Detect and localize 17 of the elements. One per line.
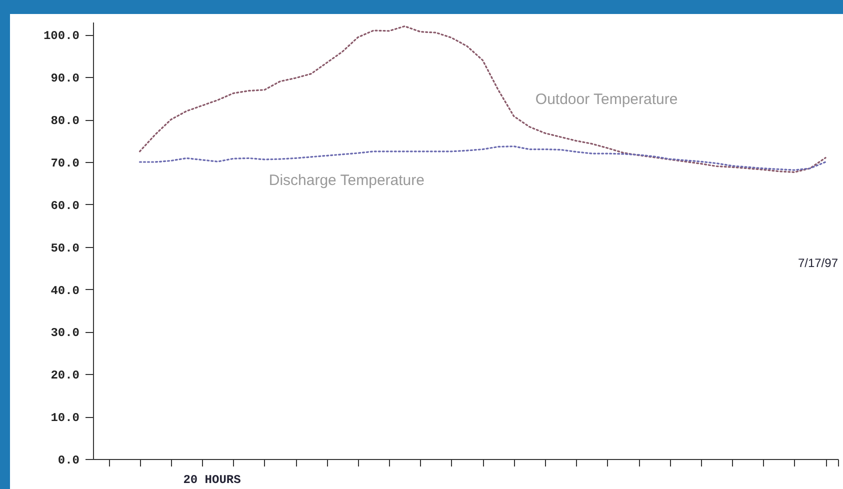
y-tick-label: 50.0 [50,241,80,256]
line-series [138,25,826,173]
y-tick-label: 40.0 [50,284,80,298]
annotation: 7/17/97 [798,256,838,270]
y-tick-label: 20.0 [50,368,80,383]
y-tick-label: 10.0 [50,411,80,426]
y-tick-label: 80.0 [50,114,80,128]
y-tick-label: 0.0 [58,454,80,468]
text: 20 HOURS [183,473,241,487]
y-tick-label: 30.0 [50,326,80,340]
series-label: Outdoor Temperature [535,90,678,108]
y-tick-label: 100.0 [43,29,80,44]
line-series [138,146,826,171]
y-tick-label: 70.0 [50,156,80,171]
series-label: Discharge Temperature [268,172,424,190]
y-tick-label: 90.0 [50,72,80,86]
y-tick-label: 60.0 [50,198,80,213]
